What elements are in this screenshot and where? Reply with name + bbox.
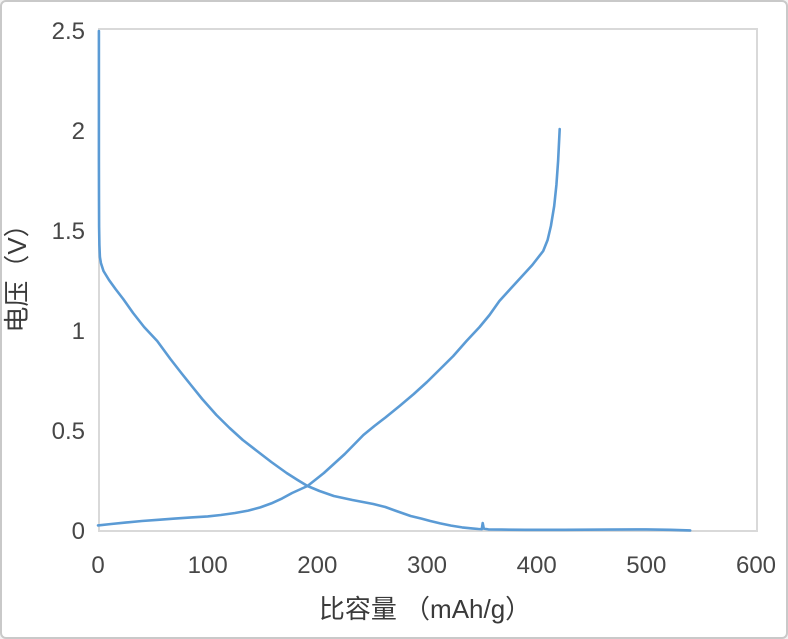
x-axis-title: 比容量 （mAh/g） [319, 594, 531, 624]
y-tick-label: 2.5 [52, 18, 85, 45]
y-tick-label: 0 [72, 518, 85, 545]
y-tick-label: 0.5 [52, 418, 85, 445]
charge-curve [96, 127, 561, 527]
plot-area-border [98, 28, 758, 532]
x-tick-label: 100 [188, 552, 228, 579]
x-tick-label: 500 [626, 552, 666, 579]
discharge-curve [97, 29, 692, 532]
x-tick-label: 0 [91, 552, 104, 579]
y-tick-label: 1.5 [52, 218, 85, 245]
x-axis-tick-labels: 0 100 200 300 400 500 600 [91, 552, 776, 579]
y-axis-tick-labels: 0 0.5 1 1.5 2 2.5 [52, 18, 85, 545]
y-tick-label: 1 [72, 318, 85, 345]
x-tick-label: 200 [297, 552, 337, 579]
y-tick-label: 2 [72, 118, 85, 145]
y-axis-title: 电压（V） [2, 211, 32, 332]
x-tick-label: 600 [736, 552, 776, 579]
x-tick-label: 400 [517, 552, 557, 579]
x-tick-label: 300 [407, 552, 447, 579]
